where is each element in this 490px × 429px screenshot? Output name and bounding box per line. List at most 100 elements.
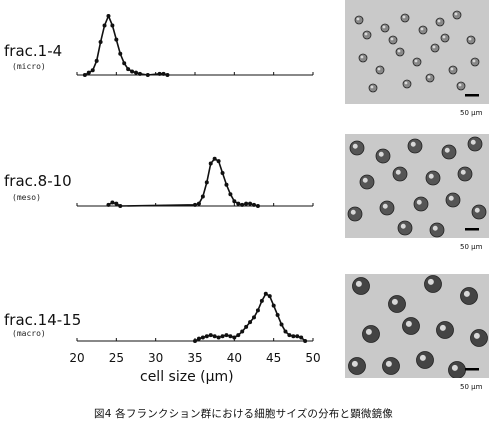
cell-highlight xyxy=(474,207,480,213)
cell-shape xyxy=(416,351,434,369)
data-point xyxy=(244,201,249,206)
cell-highlight xyxy=(470,139,476,145)
x-tick-label: 40 xyxy=(227,351,242,365)
cell-highlight xyxy=(377,67,381,71)
x-tick-label: 35 xyxy=(187,351,202,365)
cell-highlight xyxy=(472,59,476,63)
data-point xyxy=(102,23,107,28)
data-point xyxy=(232,199,237,204)
x-tick-label: 50 xyxy=(305,351,320,365)
cell-shape xyxy=(424,275,442,293)
cell-shape xyxy=(402,317,420,335)
cell-highlight xyxy=(382,25,386,29)
data-point xyxy=(193,202,197,207)
data-point xyxy=(145,73,150,77)
cell-shape xyxy=(349,140,365,156)
micrograph-macro xyxy=(345,274,489,378)
data-point xyxy=(216,159,221,164)
data-point xyxy=(118,204,123,208)
data-point xyxy=(200,194,205,199)
data-point xyxy=(236,333,241,338)
data-point xyxy=(271,303,276,308)
data-point xyxy=(240,202,245,207)
data-point xyxy=(275,313,280,318)
data-point xyxy=(110,200,115,205)
cell-highlight xyxy=(350,209,356,215)
cell-shape xyxy=(397,220,413,236)
cell-highlight xyxy=(444,147,450,153)
cell-shape xyxy=(379,200,395,216)
cell-shape xyxy=(441,144,457,160)
cell-highlight xyxy=(400,223,406,229)
cell-highlight xyxy=(378,151,384,157)
cell-shape xyxy=(382,357,400,375)
data-point xyxy=(287,333,292,338)
data-point xyxy=(208,333,213,338)
data-point xyxy=(122,61,127,66)
cell-highlight xyxy=(460,169,466,175)
cell-highlight xyxy=(397,49,401,53)
x-tick-label: 25 xyxy=(109,351,124,365)
scale-bar xyxy=(465,94,479,97)
cell-shape xyxy=(425,73,435,83)
cell-highlight xyxy=(432,225,438,231)
cell-shape xyxy=(457,166,473,182)
data-point xyxy=(94,58,99,63)
cell-shape xyxy=(429,222,445,238)
data-point xyxy=(82,73,87,77)
cell-highlight xyxy=(473,332,480,339)
data-point xyxy=(291,334,296,339)
data-point xyxy=(165,73,170,77)
data-point xyxy=(303,339,308,343)
data-point xyxy=(295,334,300,339)
data-point xyxy=(263,291,268,296)
cell-highlight xyxy=(404,81,408,85)
data-point xyxy=(204,180,209,185)
data-point xyxy=(224,182,229,187)
cell-shape xyxy=(362,325,380,343)
series-line xyxy=(108,157,259,207)
cell-shape xyxy=(445,192,461,208)
cell-shape xyxy=(430,43,440,53)
cell-shape xyxy=(380,23,390,33)
cell-shape xyxy=(375,148,391,164)
data-point xyxy=(228,334,233,339)
x-tick-label: 30 xyxy=(148,351,163,365)
figure-caption: 図4 各フランクション群における細胞サイズの分布と顕微鏡像 xyxy=(94,408,394,420)
data-point xyxy=(106,14,111,18)
cell-highlight xyxy=(416,199,422,205)
cell-highlight xyxy=(437,19,441,23)
cell-highlight xyxy=(402,15,406,19)
cell-highlight xyxy=(382,203,388,209)
data-point xyxy=(252,315,256,320)
cell-highlight xyxy=(432,45,436,49)
data-point xyxy=(240,329,245,334)
cell-shape xyxy=(368,83,378,93)
data-point xyxy=(255,204,260,208)
cell-highlight xyxy=(395,169,401,175)
cell-shape xyxy=(402,79,412,89)
cell-shape xyxy=(456,81,466,91)
cell-highlight xyxy=(442,35,446,39)
micrograph-micro xyxy=(345,0,489,104)
cell-shape xyxy=(400,13,410,23)
cell-highlight xyxy=(428,173,434,179)
data-point xyxy=(106,202,111,207)
cell-highlight xyxy=(448,195,454,201)
cell-shape xyxy=(436,321,454,339)
x-axis-label: cell size (µm) xyxy=(140,369,234,385)
cell-shape xyxy=(452,10,462,20)
cell-shape xyxy=(354,15,364,25)
scale-label-meso: 50 µm xyxy=(460,243,483,251)
data-point xyxy=(283,329,288,334)
cell-highlight xyxy=(420,27,424,31)
data-point xyxy=(244,324,249,329)
cell-shape xyxy=(388,35,398,45)
data-point xyxy=(220,334,225,339)
cell-shape xyxy=(413,196,429,212)
data-point xyxy=(267,294,272,299)
cell-highlight xyxy=(352,143,358,149)
cell-highlight xyxy=(356,17,360,21)
series-line xyxy=(84,13,168,76)
